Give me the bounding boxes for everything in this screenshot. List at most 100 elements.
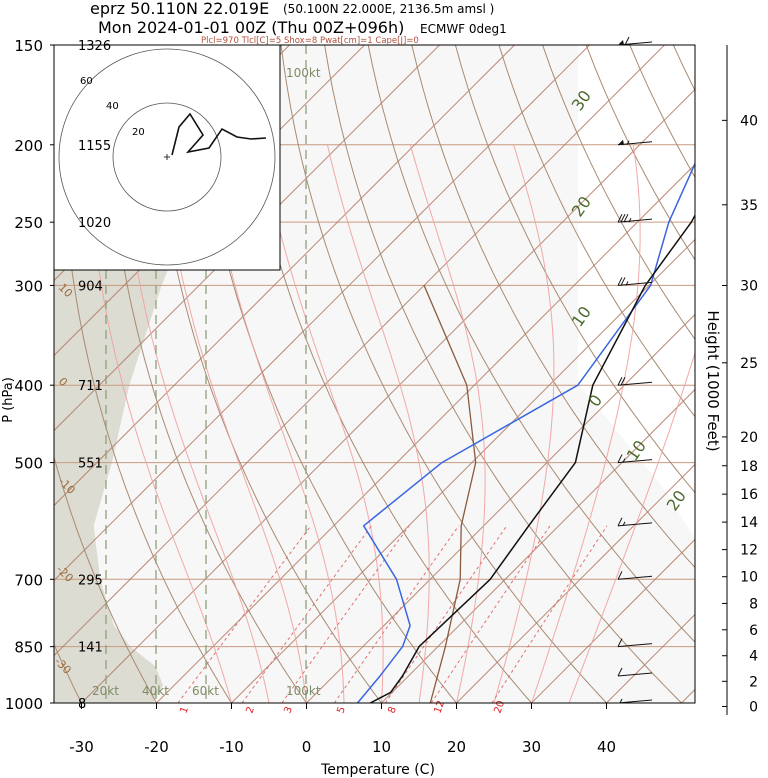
pressure-tick-label: 200 (14, 137, 43, 155)
wind-barb-half (622, 458, 626, 463)
x-axis-title: Temperature (C) (320, 762, 435, 778)
geopotential-label: 1020 (78, 216, 111, 231)
wind-barb (617, 277, 653, 286)
height-tick-label: 6 (749, 623, 758, 639)
wind-scale-label-top: 100kt (286, 66, 321, 80)
dry-adiabat (411, 45, 695, 569)
x-tick-label: 40 (597, 738, 616, 756)
wind-barb-staff (617, 575, 653, 580)
dry-adiabat (0, 45, 7, 703)
mixing-ratio-line (430, 525, 551, 703)
isotherm-line (456, 463, 695, 703)
wind-barb (617, 667, 653, 677)
plot-frame (53, 44, 696, 704)
geopotential-label: 1326 (78, 39, 111, 54)
wind-barb-pennant (618, 139, 624, 145)
wind-barb-half (619, 698, 623, 704)
isotherm-line (156, 163, 695, 703)
wind-barb (617, 698, 653, 704)
height-tick-label: 0 (749, 699, 758, 715)
moist-adiabat (121, 144, 270, 703)
wind-barb-full (617, 638, 623, 647)
wind-barb-full (624, 36, 630, 46)
mixing-ratio-label: 3 (282, 705, 295, 715)
dry-adiabat (498, 45, 695, 418)
wind-barb-staff (617, 699, 653, 704)
pressure-tick-label: 400 (14, 377, 43, 395)
wind-barb-full (617, 571, 623, 580)
mixing-ratio-line (177, 525, 312, 703)
moist-adiabat (531, 144, 641, 703)
height-axis-title: Height (1000 Feet) (704, 310, 722, 451)
wind-barb (617, 139, 653, 146)
height-tick-label: 20 (740, 430, 758, 446)
geopotential-label: 711 (78, 379, 103, 394)
pressure-tick-label: 850 (14, 639, 43, 657)
wind-barb-half (626, 140, 630, 146)
wind-barb-full (617, 277, 623, 286)
wind-barb (617, 571, 653, 580)
hodograph-area: 20 40 60 (58, 48, 276, 266)
wind-barb-full (620, 277, 626, 286)
station-title: eprz 50.110N 22.019E (90, 0, 269, 18)
wind-barb-half (622, 521, 626, 527)
wind-barb-staff (617, 218, 653, 223)
geopotential-label: 551 (78, 457, 103, 472)
pressure-tick-label: 1000 (5, 695, 43, 713)
x-tick-label: -30 (69, 738, 94, 756)
pressure-tick-label: 150 (14, 37, 43, 55)
y-axis-title: P (hPa) (1, 377, 16, 423)
dry-adiabat (717, 45, 768, 703)
wind-barb-staff (617, 381, 653, 386)
height-tick-label: 14 (740, 515, 758, 531)
dry-adiabat (324, 45, 682, 703)
wind-barb-half (628, 217, 632, 223)
wind-barb-staff (617, 281, 653, 286)
wind-barb-staff (617, 643, 653, 648)
wind-barb (617, 376, 653, 386)
wind-barb-staff (617, 672, 653, 677)
wind-barb-full (620, 213, 626, 223)
hodograph-ring-label: 20 (132, 127, 145, 138)
pressure-tick-label: 250 (14, 214, 43, 232)
dry-adiabat (367, 45, 695, 643)
geopotential-label: 1155 (78, 139, 111, 154)
x-tick-label: 0 (302, 738, 312, 756)
wind-barb (617, 454, 653, 464)
dry-adiabat (149, 45, 382, 703)
mixing-ratio-lines (177, 525, 608, 703)
isotherm-line (381, 388, 695, 703)
geopotential-label: 295 (78, 573, 103, 588)
moist-adiabat (568, 351, 695, 703)
dry-adiabat (193, 45, 457, 703)
mixing-ratio-line (241, 525, 372, 703)
hodograph-ring-label: 40 (106, 101, 119, 112)
height-tick-label: 12 (740, 543, 758, 559)
moist-adiabat (160, 144, 307, 703)
dry-adiabat (54, 642, 82, 703)
mixing-ratio-line (281, 525, 410, 703)
x-tick-label: 30 (522, 738, 541, 756)
isotherm-line (231, 238, 695, 703)
wind-barb-pennant (618, 40, 624, 45)
pressure-tick-label: 500 (14, 455, 43, 473)
wind-barb-full (617, 213, 623, 223)
wind-barb-full (623, 213, 629, 223)
hodograph-inset: 20 40 60 (53, 44, 281, 271)
mixing-ratio-label: 5 (335, 705, 348, 715)
dewpoint-curve (356, 161, 695, 703)
moist-adiabat (206, 144, 345, 703)
geopotential-label: 904 (78, 279, 103, 294)
height-tick-label: 4 (749, 649, 758, 665)
model-name: ECMWF 0deg1 (420, 22, 507, 36)
geopotential-label: 8 (78, 697, 86, 712)
wind-barbs (617, 36, 653, 704)
stability-indices: Plcl=970 Tlcl[C]=5 Shox=8 Pwat[cm]=1 Cap… (201, 36, 419, 46)
dry-adiabat (280, 45, 607, 703)
mixing-ratio-label: 8 (386, 705, 399, 715)
height-tick-label: 25 (740, 356, 758, 372)
height-tick-label: 30 (740, 279, 758, 295)
hodograph-ring (58, 48, 276, 266)
